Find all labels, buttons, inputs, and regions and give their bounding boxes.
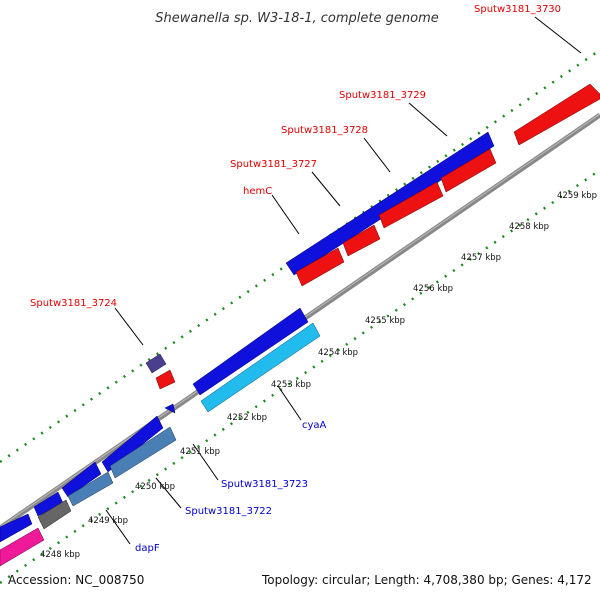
kbp-labels: 4248 kbp 4249 kbp 4250 kbp 4251 kbp 4252… [40, 191, 597, 560]
forward-gene-labels: cyaA Sputw3181_3723 Sputw3181_3722 dapF [135, 420, 327, 554]
kbp-label: 4255 kbp [365, 316, 405, 326]
kbp-label: 4253 kbp [271, 380, 311, 390]
gene-pink[interactable] [0, 527, 45, 567]
gene-reverse-3[interactable] [342, 224, 381, 257]
gene-forward-2[interactable] [164, 403, 176, 414]
gene-steel-1[interactable] [67, 471, 114, 507]
gene-reverse-0[interactable] [513, 83, 600, 146]
tick-tracks [0, 48, 600, 585]
gene-cyan[interactable] [200, 322, 321, 413]
genome-summary-text: Topology: circular; Length: 4,708,380 bp… [262, 573, 592, 587]
gene-purple[interactable] [145, 353, 167, 374]
other-genes[interactable] [0, 322, 321, 567]
gene-label: dapF [135, 543, 160, 554]
forward-genes[interactable] [0, 131, 495, 543]
gene-label: Sputw3181_3724 [30, 298, 117, 309]
label-leader-lines [105, 16, 582, 545]
gene-label: cyaA [302, 420, 327, 431]
reverse-genes[interactable] [155, 83, 600, 390]
genome-title: Shewanella sp. W3-18-1, complete genome [155, 11, 438, 26]
gene-label: Sputw3181_3730 [474, 4, 561, 15]
gene-reverse-1[interactable] [440, 148, 497, 193]
kbp-label: 4256 kbp [413, 284, 453, 294]
gene-label: Sputw3181_3728 [281, 125, 368, 136]
gene-forward-1[interactable] [192, 307, 309, 396]
gene-label: Sputw3181_3723 [221, 479, 308, 490]
reverse-gene-labels: Sputw3181_3730 Sputw3181_3729 Sputw3181_… [30, 4, 561, 309]
gene-label: Sputw3181_3727 [230, 159, 317, 170]
gene-label: hemC [243, 186, 272, 197]
kbp-label: 4252 kbp [227, 413, 267, 423]
gene-reverse-4[interactable] [295, 247, 345, 287]
gene-label: Sputw3181_3722 [185, 506, 272, 517]
gene-label: Sputw3181_3729 [339, 90, 426, 101]
kbp-label: 4259 kbp [557, 191, 597, 201]
gene-forward-0[interactable] [285, 131, 495, 276]
gene-reverse-2[interactable] [378, 181, 444, 229]
kbp-label: 4254 kbp [318, 348, 358, 358]
gene-forward-3[interactable] [101, 415, 164, 473]
gene-forward-4[interactable] [61, 461, 102, 498]
gene-reverse-5[interactable] [155, 369, 176, 390]
gene-forward-6[interactable] [0, 513, 33, 543]
kbp-label: 4257 kbp [461, 253, 501, 263]
kbp-label: 4250 kbp [135, 482, 175, 492]
accession-text: Accession: NC_008750 [8, 573, 145, 587]
gene-gray[interactable] [37, 499, 72, 530]
kbp-label: 4249 kbp [88, 516, 128, 526]
kbp-label: 4258 kbp [509, 222, 549, 232]
kbp-label: 4251 kbp [180, 447, 220, 457]
gene-steel-0[interactable] [109, 426, 177, 479]
kbp-label: 4248 kbp [40, 550, 80, 560]
